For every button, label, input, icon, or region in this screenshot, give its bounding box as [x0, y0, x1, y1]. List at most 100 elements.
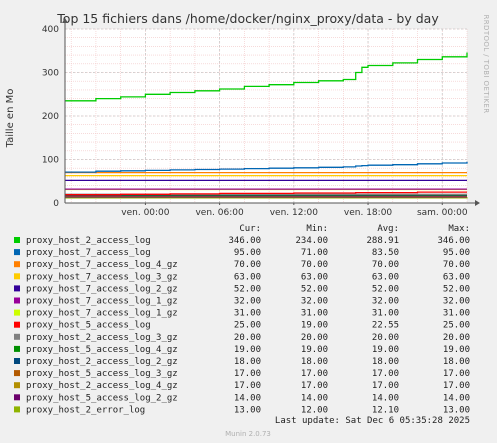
legend-value-max: 14.00 [443, 393, 470, 403]
y-tick-label: 300 [42, 69, 59, 79]
legend-value-cur: 25.00 [234, 321, 261, 331]
legend-value-cur: 18.00 [234, 357, 261, 367]
legend-value-max: 19.00 [443, 345, 470, 355]
legend-header-avg: Avg: [377, 224, 399, 234]
legend-value-cur: 32.00 [234, 297, 261, 307]
legend-value-min: 17.00 [301, 381, 328, 391]
legend-series-name: proxy_host_5_access_log_4_gz [26, 345, 178, 355]
x-tick-label: ven. 06:00 [195, 208, 243, 218]
legend-value-min: 63.00 [301, 272, 328, 282]
series-line-15 [65, 197, 468, 199]
legend-value-avg: 12.10 [372, 405, 399, 415]
legend-series-name: proxy_host_5_access_log_3_gz [26, 369, 178, 379]
rrdtool-credit: RRDTOOL / TOBI OETIKER [482, 15, 490, 114]
legend-series-name: proxy_host_2_access_log_2_gz [26, 357, 178, 367]
legend-value-max: 52.00 [443, 284, 470, 294]
legend-value-max: 20.00 [443, 333, 470, 343]
legend-swatch [14, 394, 20, 401]
legend-value-avg: 22.55 [372, 321, 399, 331]
legend: Cur: Min: Avg: Max: proxy_host_2_access_… [14, 224, 470, 415]
legend-value-min: 19.00 [301, 321, 328, 331]
legend-series-name: proxy_host_2_error_log [26, 405, 145, 415]
legend-value-avg: 70.00 [372, 260, 399, 270]
legend-value-min: 32.00 [301, 297, 328, 307]
legend-value-avg: 63.00 [372, 272, 399, 282]
legend-series-name: proxy_host_7_access_log_1_gz [26, 309, 178, 319]
legend-value-min: 234.00 [295, 236, 328, 246]
legend-value-cur: 52.00 [234, 284, 261, 294]
legend-value-avg: 14.00 [372, 393, 399, 403]
legend-swatch [14, 237, 20, 243]
last-update: Last update: Sat Dec 6 05:35:28 2025 [275, 416, 470, 426]
legend-value-min: 19.00 [301, 345, 328, 355]
legend-value-avg: 19.00 [372, 345, 399, 355]
legend-value-cur: 31.00 [234, 309, 261, 319]
legend-swatch [14, 273, 20, 280]
legend-value-min: 52.00 [301, 284, 328, 294]
legend-series-name: proxy_host_2_access_log_4_gz [26, 381, 178, 391]
legend-value-cur: 14.00 [234, 393, 261, 403]
legend-swatch [14, 370, 20, 377]
legend-header-min: Min: [306, 224, 328, 234]
legend-swatch [14, 297, 20, 304]
series-line-2 [65, 161, 468, 173]
legend-value-cur: 20.00 [234, 333, 261, 343]
legend-swatch [14, 249, 20, 256]
legend-value-cur: 346.00 [228, 236, 261, 246]
legend-value-min: 20.00 [301, 333, 328, 343]
legend-swatch [14, 406, 20, 413]
legend-value-min: 31.00 [301, 309, 328, 319]
munin-version: Munin 2.0.73 [225, 430, 271, 438]
legend-swatch [14, 285, 20, 292]
legend-series-name: proxy_host_5_access_log_2_gz [26, 393, 178, 403]
legend-value-cur: 95.00 [234, 248, 261, 258]
legend-series-name: proxy_host_2_access_log [26, 236, 151, 246]
legend-value-cur: 17.00 [234, 381, 261, 391]
legend-value-max: 13.00 [443, 405, 470, 415]
y-axis-label: Taille en Mo [5, 89, 16, 149]
legend-swatch [14, 309, 20, 316]
y-tick-label: 0 [53, 199, 59, 209]
legend-value-avg: 288.91 [366, 236, 399, 246]
legend-value-max: 18.00 [443, 357, 470, 367]
legend-value-max: 63.00 [443, 272, 470, 282]
y-tick-label: 400 [42, 25, 59, 35]
legend-value-avg: 52.00 [372, 284, 399, 294]
series-line-1 [65, 52, 468, 102]
legend-value-cur: 70.00 [234, 260, 261, 270]
legend-value-min: 17.00 [301, 369, 328, 379]
legend-value-min: 14.00 [301, 393, 328, 403]
legend-value-min: 71.00 [301, 248, 328, 258]
legend-value-avg: 20.00 [372, 333, 399, 343]
legend-value-min: 12.00 [301, 405, 328, 415]
legend-series-name: proxy_host_7_access_log [26, 248, 151, 258]
legend-value-avg: 17.00 [372, 381, 399, 391]
legend-value-max: 346.00 [437, 236, 470, 246]
legend-value-avg: 17.00 [372, 369, 399, 379]
legend-value-max: 32.00 [443, 297, 470, 307]
chart-title: Top 15 fichiers dans /home/docker/nginx_… [56, 11, 439, 26]
legend-value-avg: 32.00 [372, 297, 399, 307]
legend-series-name: proxy_host_7_access_log_3_gz [26, 272, 178, 282]
legend-series-name: proxy_host_5_access_log [26, 321, 151, 331]
x-tick-label: ven. 12:00 [270, 208, 318, 218]
legend-value-max: 95.00 [443, 248, 470, 258]
axes: 0 100 200 300 400 ven. 00:00 ven. 06:00 ven. 12… [42, 18, 480, 218]
x-tick-label: sam. 00:00 [417, 208, 468, 218]
legend-swatch [14, 382, 20, 389]
y-axis-arrow-icon [62, 18, 68, 23]
legend-value-avg: 31.00 [372, 309, 399, 319]
legend-header-max: Max: [448, 224, 470, 234]
legend-header-cur: Cur: [239, 224, 261, 234]
legend-series-name: proxy_host_7_access_log_2_gz [26, 284, 178, 294]
legend-swatch [14, 321, 20, 328]
legend-value-avg: 18.00 [372, 357, 399, 367]
legend-value-avg: 83.50 [372, 248, 399, 258]
legend-swatch [14, 345, 20, 352]
legend-series-name: proxy_host_7_access_log_1_gz [26, 297, 178, 307]
legend-swatch [14, 358, 20, 364]
legend-value-cur: 63.00 [234, 272, 261, 282]
legend-swatch [14, 333, 20, 340]
legend-value-max: 25.00 [443, 321, 470, 331]
